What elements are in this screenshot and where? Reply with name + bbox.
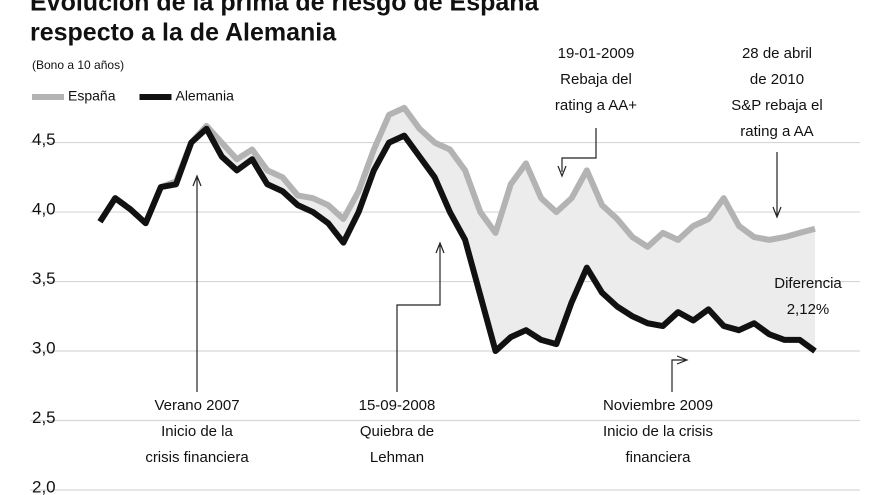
annotation: rating a AA (740, 123, 813, 140)
annotation: Lehman (370, 449, 424, 466)
chart-title: respecto a la de Alemania (30, 19, 337, 47)
annotation: Inicio de la (161, 423, 233, 440)
annotation: S&P rebaja el (731, 97, 822, 114)
legend-label: España (68, 88, 116, 104)
line-series (97, 125, 817, 355)
annotation: Inicio de la crisis (603, 423, 713, 440)
annotation: 2,12% (787, 301, 830, 318)
y-tick-label: 3,0 (32, 339, 56, 358)
chart-title: Evolución de la prima de riesgo de Españ… (30, 0, 540, 17)
annotation: Noviembre 2009 (603, 397, 713, 414)
annotation: de 2010 (750, 71, 804, 88)
annotation: rating a AA+ (555, 97, 637, 114)
arrows (192, 128, 782, 392)
line-series (97, 104, 816, 250)
annotation: Diferencia (774, 275, 842, 292)
y-tick-label: 2,5 (32, 408, 56, 427)
annotation: Verano 2007 (154, 397, 239, 414)
annotation: 15-09-2008 (359, 397, 436, 414)
subtitle: (Bono a 10 años) (32, 58, 124, 72)
y-tick-label: 4,0 (32, 200, 56, 219)
difference-area (100, 107, 815, 352)
annotation: 19-01-2009 (558, 45, 635, 62)
annotation: financiera (625, 449, 691, 466)
y-tick-label: 3,5 (32, 269, 56, 288)
annotation: crisis financiera (145, 449, 249, 466)
y-tick-label: 2,0 (32, 477, 56, 495)
y-tick-label: 4,5 (32, 130, 56, 149)
annotation: Quiebra de (360, 423, 434, 440)
legend-label: Alemania (175, 88, 234, 104)
annotation: Rebaja del (560, 71, 632, 88)
annotation: 28 de abril (742, 45, 812, 62)
